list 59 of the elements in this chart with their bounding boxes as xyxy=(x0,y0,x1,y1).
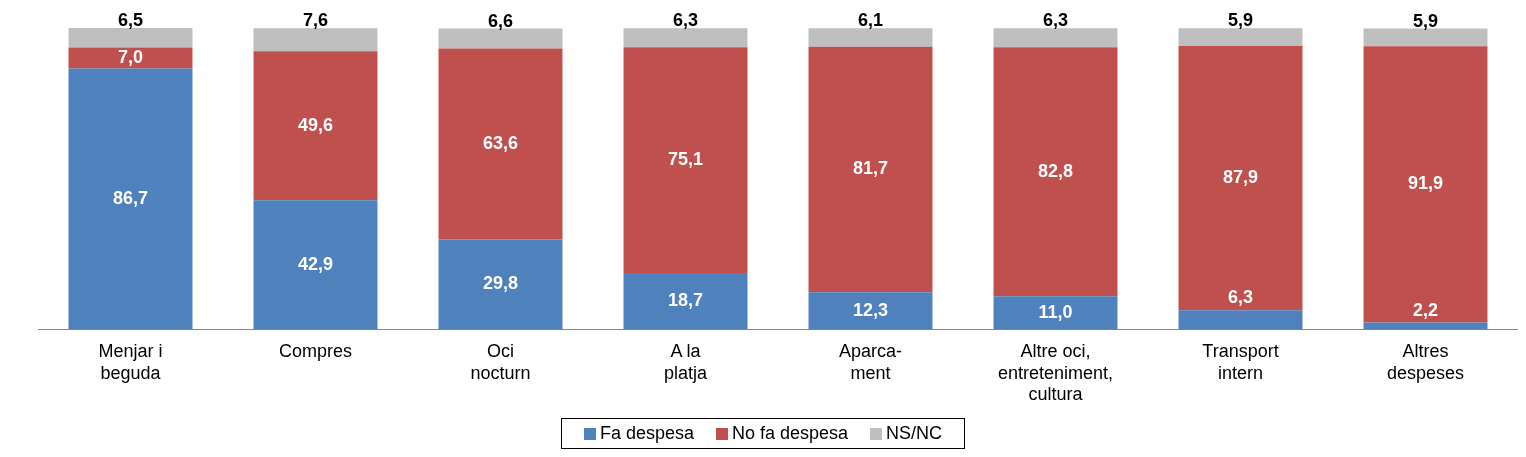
bar xyxy=(808,292,933,330)
bar xyxy=(68,47,193,69)
data-label: 82,8 xyxy=(1037,160,1074,181)
x-tick-label: A la platja xyxy=(663,340,708,383)
data-label: 6,1 xyxy=(857,10,884,31)
data-label: 6,6 xyxy=(487,10,514,31)
x-tick-label: Compres xyxy=(278,340,353,361)
data-label: 5,9 xyxy=(1412,10,1439,31)
bar xyxy=(68,28,193,48)
data-label: 29,8 xyxy=(482,273,519,294)
bar xyxy=(1363,28,1488,47)
bar xyxy=(438,28,563,49)
x-tick-label: Aparca- ment xyxy=(838,340,903,383)
data-label: 42,9 xyxy=(297,253,334,274)
legend-label: NS/NC xyxy=(886,423,943,444)
x-tick-label: Altres despeses xyxy=(1386,340,1465,383)
bar xyxy=(993,296,1118,330)
x-tick-label: Menjar i beguda xyxy=(98,340,163,383)
data-label: 91,9 xyxy=(1407,173,1444,194)
legend-label: Fa despesa xyxy=(599,423,694,444)
data-label: 7,6 xyxy=(302,10,329,31)
data-label: 18,7 xyxy=(667,290,704,311)
data-label: 49,6 xyxy=(297,114,334,135)
x-tick-label: Altre oci, entreteniment, cultura xyxy=(997,340,1114,405)
bar xyxy=(253,200,378,330)
bar xyxy=(993,28,1118,48)
bar xyxy=(623,47,748,273)
data-label: 7,0 xyxy=(117,47,144,68)
bar xyxy=(438,239,563,330)
data-label: 75,1 xyxy=(667,149,704,170)
data-label: 63,6 xyxy=(482,133,519,153)
data-label: 6,3 xyxy=(1227,287,1254,308)
bar xyxy=(1178,28,1303,47)
bar xyxy=(253,28,378,52)
bar xyxy=(1363,322,1488,330)
data-label: 6,3 xyxy=(1042,10,1069,31)
data-label: 5,9 xyxy=(1227,10,1254,31)
x-tick-label: Transport intern xyxy=(1202,340,1279,383)
data-label: 87,9 xyxy=(1222,167,1259,188)
legend-label: No fa despesa xyxy=(731,423,849,444)
bar xyxy=(623,28,748,48)
data-label: 86,7 xyxy=(112,187,149,208)
data-label: 2,2 xyxy=(1412,299,1439,320)
bar xyxy=(623,272,748,330)
bar xyxy=(1178,310,1303,330)
bar xyxy=(253,51,378,201)
bar xyxy=(808,46,933,293)
data-label: 81,7 xyxy=(852,158,889,179)
x-tick-label: Oci nocturn xyxy=(470,340,531,383)
bar xyxy=(438,48,563,240)
data-label: 12,3 xyxy=(852,299,889,320)
data-label: 6,3 xyxy=(672,10,699,31)
data-label: 11,0 xyxy=(1038,301,1073,322)
bar xyxy=(1363,46,1488,323)
data-label: 6,5 xyxy=(117,9,144,30)
bar xyxy=(1178,46,1303,311)
bar xyxy=(68,68,193,330)
bar xyxy=(808,28,933,47)
bar xyxy=(993,47,1118,297)
